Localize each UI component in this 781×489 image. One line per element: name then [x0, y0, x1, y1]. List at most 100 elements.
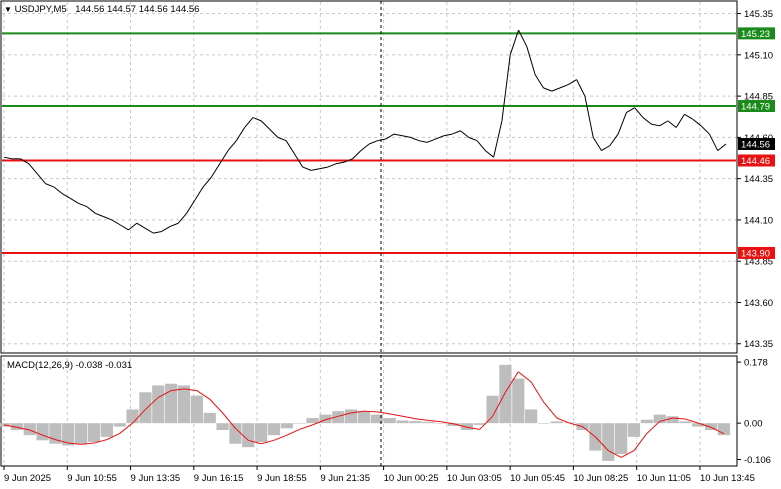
macd-bar [332, 411, 345, 424]
x-tick-label: 10 Jun 11:05 [637, 473, 691, 484]
price-segment [70, 198, 79, 204]
price-segment [476, 140, 486, 151]
price-segment [700, 125, 710, 135]
y-tick-label: 143.35 [744, 339, 773, 350]
signal-segment [582, 426, 596, 438]
price-segment [568, 79, 577, 85]
signal-segment [183, 388, 197, 392]
level-badge-label: 143.90 [741, 248, 770, 259]
macd-bar [229, 423, 242, 444]
level-badge [738, 27, 775, 40]
price-segment [667, 120, 677, 128]
y-tick-label: 144.10 [744, 215, 773, 226]
signal-segment [273, 434, 288, 441]
price-segment [543, 87, 552, 92]
price-segment [252, 117, 262, 122]
price-segment [451, 130, 461, 135]
signal-segment [119, 422, 133, 434]
signal-segment [595, 436, 609, 451]
y-tick-label: 143.85 [744, 257, 773, 268]
macd-header: MACD(12,26,9) -0.038 -0.031 [7, 360, 132, 371]
price-segment [443, 133, 453, 137]
ohlc-values: 144.56 144.57 144.56 144.56 [75, 4, 200, 15]
price-segment [526, 46, 536, 75]
price-segment [194, 186, 204, 201]
level-badge-label: 144.79 [741, 102, 770, 113]
price-axis-ticks: 145.35145.10144.85144.60144.35144.10143.… [737, 9, 773, 350]
price-segment [435, 135, 445, 140]
macd-bar [653, 414, 666, 424]
price-segment [235, 127, 246, 141]
signal-segment [517, 371, 532, 383]
macd-tick-label: 0.00 [744, 419, 763, 430]
macd-bar [615, 423, 628, 455]
x-tick-label: 9 Jun 13:35 [131, 473, 181, 484]
macd-name: MACD(12,26,9) [7, 360, 73, 371]
price-segment [418, 140, 428, 143]
price-segment [393, 133, 403, 137]
price-segment [559, 84, 569, 89]
macd-bar [165, 383, 178, 424]
price-segment [28, 163, 38, 175]
price-segment [111, 219, 121, 226]
signal-segment [466, 426, 480, 430]
signal-segment [492, 392, 506, 417]
signal-segment [55, 439, 69, 444]
macd-bar [679, 421, 692, 424]
price-series [3, 29, 727, 234]
signal-segment [93, 439, 107, 444]
macd-bar [216, 423, 229, 431]
price-segment [269, 128, 279, 138]
macd-bar [640, 419, 653, 424]
signal-segment [505, 371, 519, 393]
price-segment [128, 222, 138, 231]
price-segment [377, 138, 386, 142]
signal-segment [235, 427, 249, 441]
price-segment [61, 193, 71, 199]
price-segment [260, 120, 270, 130]
price-segment [592, 137, 602, 151]
macd-bar [422, 421, 435, 424]
price-segment [642, 117, 652, 125]
price-segment [211, 163, 221, 178]
signal-segment [171, 388, 185, 392]
macd-bar [242, 423, 255, 448]
signal-segment [620, 450, 635, 458]
price-segment [136, 222, 146, 229]
signal-segment [145, 397, 159, 410]
macd-bar [152, 385, 165, 424]
macd-bar [666, 416, 679, 424]
level-badge-label: 145.23 [741, 29, 770, 40]
signal-segment [530, 381, 545, 403]
signal-segment [248, 439, 262, 445]
macd-tick-label: -0.106 [744, 455, 771, 466]
signal-segment [286, 428, 300, 436]
signal-segment [338, 412, 352, 417]
price-segment [285, 140, 295, 155]
level-badge [738, 246, 775, 259]
price-segment [692, 118, 702, 127]
macd-bar [370, 414, 383, 424]
x-tick-label: 9 Jun 2025 [4, 473, 51, 484]
price-segment [468, 136, 478, 142]
price-segment [460, 130, 470, 138]
price-segment [310, 168, 320, 171]
macd-bar [692, 423, 705, 427]
y-tick-label: 143.60 [744, 298, 773, 309]
signal-segment [222, 412, 236, 429]
macd-bar [512, 378, 525, 424]
signal-segment [299, 424, 313, 430]
price-segment [410, 136, 420, 142]
signal-segment [685, 418, 699, 424]
signal-segment [312, 419, 326, 426]
macd-bar [139, 392, 152, 424]
signal-segment [42, 434, 56, 441]
triangle-down-icon[interactable]: ▼ [4, 5, 12, 14]
x-tick-label: 9 Jun 16:15 [194, 473, 244, 484]
macd-bar [499, 364, 512, 424]
signal-segment [158, 390, 172, 398]
signal-segment [710, 426, 725, 435]
price-segment [294, 153, 304, 168]
x-tick-label: 10 Jun 05:45 [510, 473, 565, 484]
